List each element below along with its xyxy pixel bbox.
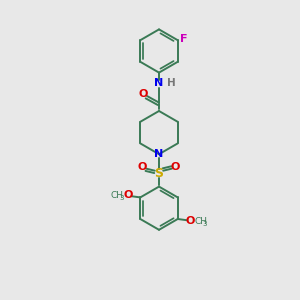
Text: 3: 3 <box>203 221 207 227</box>
Text: 3: 3 <box>119 195 124 201</box>
Text: N: N <box>154 78 164 88</box>
Text: CH: CH <box>194 218 207 226</box>
Text: N: N <box>154 149 164 159</box>
Text: H: H <box>167 78 175 88</box>
Text: F: F <box>180 34 188 44</box>
Text: O: O <box>138 162 147 172</box>
Text: O: O <box>186 216 195 226</box>
Text: O: O <box>171 162 180 172</box>
Text: O: O <box>139 89 148 99</box>
Text: S: S <box>154 167 164 180</box>
Text: O: O <box>123 190 132 200</box>
Text: CH: CH <box>111 191 124 200</box>
